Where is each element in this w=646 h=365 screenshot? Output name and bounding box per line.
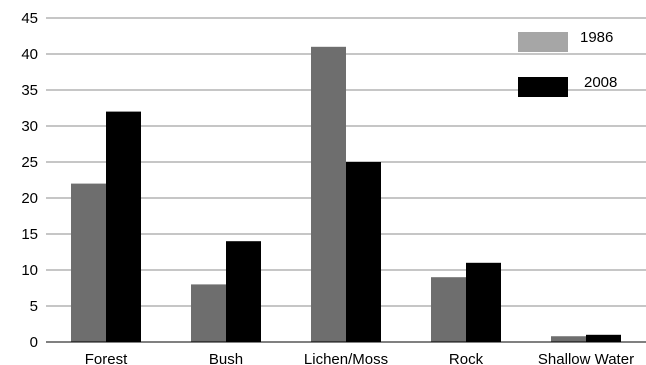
legend-swatch-2008 [518,77,568,97]
legend-label-1986: 1986 [580,29,613,46]
y-tick-label: 30 [21,118,38,135]
y-tick-label: 0 [30,334,38,351]
legend-label-2008: 2008 [584,74,617,91]
legend-swatch-1986 [518,32,568,52]
bar-1986-lichen-moss [311,46,346,343]
y-tick-label: 35 [21,82,38,99]
y-tick-label: 10 [21,262,38,279]
bar-2008-rock [466,262,501,342]
y-tick-label: 20 [21,190,38,207]
bar-2008-forest [106,111,141,342]
y-tick-label: 45 [21,10,38,27]
x-tick-label: Shallow Water [538,351,634,365]
bar-2008-shallow-water [586,334,621,342]
bar-1986-forest [71,183,106,342]
x-tick-label: Bush [209,351,243,365]
y-tick-label: 5 [30,298,38,315]
x-axis-ticks: Forest Bush Lichen/Moss Rock Shallow Water [85,351,634,365]
legend: 1986 2008 [518,29,617,97]
bar-1986-rock [431,277,466,342]
x-tick-label: Forest [85,351,128,365]
y-tick-label: 40 [21,46,38,63]
bar-2008-lichen-moss [346,162,381,342]
bars [71,46,621,343]
y-tick-label: 25 [21,154,38,171]
y-tick-label: 15 [21,226,38,243]
x-tick-label: Rock [449,351,484,365]
x-tick-label: Lichen/Moss [304,351,388,365]
bar-2008-bush [226,241,261,342]
bar-1986-shallow-water [551,336,586,342]
bar-1986-bush [191,284,226,342]
y-axis-ticks: 0 5 10 15 20 25 30 35 40 45 [21,10,38,351]
